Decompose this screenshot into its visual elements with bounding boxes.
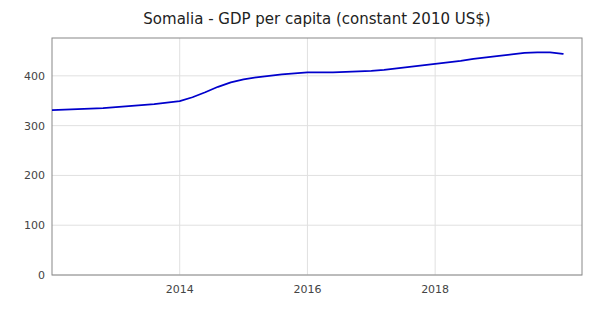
x-grid-line [435,38,436,275]
x-tick-label: 2014 [166,283,194,296]
y-tick-label: 200 [24,169,45,182]
x-grid-line [179,38,180,275]
grid [52,38,582,275]
y-tick-label: 300 [24,120,45,133]
title: Somalia - GDP per capita (constant 2010 … [143,10,490,28]
y-grid-line [52,225,582,226]
x-tick-label: 2016 [293,283,321,296]
y-tick-label: 100 [24,219,45,232]
y-tick-label: 400 [24,70,45,83]
x-grid-line [307,38,308,275]
series [52,52,563,110]
chart: Somalia - GDP per capita (constant 2010 … [0,0,600,315]
y-tick-label: 0 [38,269,45,282]
line [52,52,563,110]
plot-frame [52,38,582,275]
y-grid-line [52,75,582,76]
x-tick-label: 2018 [421,283,449,296]
y-grid-line [52,175,582,176]
y-grid-line [52,125,582,126]
axes: 0 100 200 300 400 2014 2016 2018 [24,38,582,296]
